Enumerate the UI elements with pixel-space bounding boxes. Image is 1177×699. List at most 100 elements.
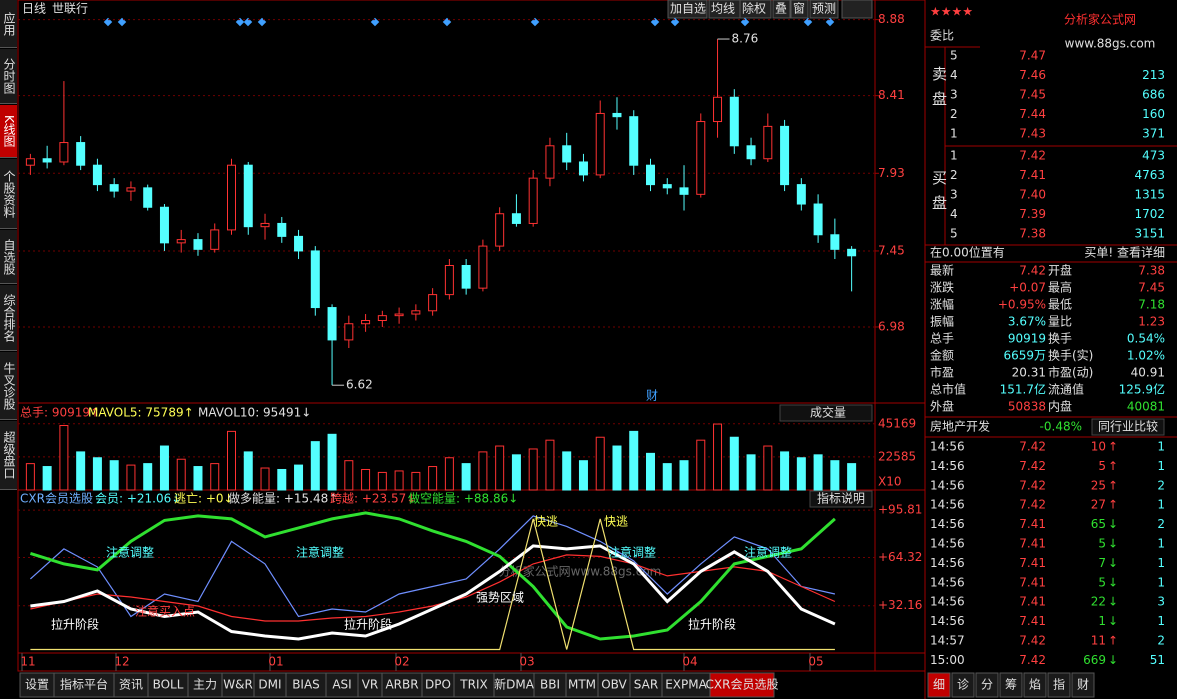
bottom-tab[interactable] (453, 672, 495, 698)
bottom-tab-label[interactable]: ARBR (385, 678, 418, 692)
side-tab[interactable]: 个股资料 (0, 159, 17, 229)
menu-button[interactable] (841, 0, 873, 19)
panel-tab-label[interactable]: 分 (981, 678, 993, 692)
volume-bar (796, 457, 806, 491)
bottom-tab[interactable] (187, 672, 223, 698)
toolbar-button-label[interactable]: 均线 (711, 2, 735, 16)
sector-change: -0.48% (1040, 420, 1082, 434)
side-tab[interactable]: 应用 (0, 0, 17, 48)
tick-time: 14:56 (930, 556, 965, 570)
bottom-tab-label[interactable]: TRIX (459, 678, 487, 692)
compare-button[interactable] (1091, 418, 1165, 436)
candle-body (159, 206, 169, 244)
bottom-tab-label[interactable]: BOLL (153, 678, 184, 692)
bottom-tab-label[interactable]: 主力 (193, 678, 217, 692)
bottom-tab[interactable] (565, 672, 599, 698)
bottom-tab[interactable] (113, 672, 149, 698)
ratio-label: 委比 (930, 29, 954, 43)
side-tab[interactable]: 牛叉诊股 (0, 352, 17, 420)
side-tab[interactable]: 综合排名 (0, 285, 17, 351)
toolbar-button[interactable] (790, 0, 809, 19)
panel-tab-label[interactable]: 财 (1077, 678, 1089, 692)
indicator-line (30, 544, 836, 641)
side-tab[interactable]: 分时图 (0, 49, 17, 104)
bottom-tab[interactable] (597, 672, 631, 698)
candle-body (780, 125, 790, 186)
bottom-tab-label[interactable]: DMI (258, 678, 281, 692)
tick-volume: 7 (1098, 556, 1106, 570)
toolbar-button-label[interactable]: 叠 (775, 2, 787, 16)
side-tab[interactable]: 自选股 (0, 230, 17, 284)
volume-bar (159, 445, 169, 491)
panel-tab-label[interactable]: 焰 (1029, 677, 1041, 692)
candle-body (679, 187, 689, 195)
volume-bar (578, 460, 588, 491)
candle-body (830, 234, 840, 250)
bottom-tab[interactable] (709, 672, 775, 698)
panel-tab-label[interactable]: 指 (1053, 677, 1065, 692)
bottom-tab[interactable] (493, 672, 535, 698)
bottom-tab-label[interactable]: ASI (332, 678, 351, 692)
signal-diamond (650, 17, 660, 27)
bottom-tab-label[interactable]: 指标平台 (60, 677, 108, 692)
bottom-tab-label[interactable]: VR (362, 678, 379, 692)
toolbar-button-label[interactable]: 除权 (742, 1, 766, 16)
help-button-label[interactable]: 指标说明 (817, 491, 865, 506)
compare-label[interactable]: 同行业比较 (1098, 419, 1158, 434)
bottom-tab-label[interactable]: CXR会员选股 (706, 678, 779, 692)
detail-link[interactable]: 买单! 查看详细 (1084, 245, 1165, 260)
toolbar-button-label[interactable]: 窗 (793, 2, 805, 16)
toolbar-button[interactable] (772, 0, 791, 19)
y-tick-label: 8.41 (878, 88, 905, 102)
side-tab[interactable]: 超级盘口 (0, 421, 17, 490)
panel-tab[interactable] (975, 672, 999, 698)
dropdown-label[interactable]: 成交量 (810, 405, 846, 420)
bottom-tab-label[interactable]: EXPMA (665, 678, 707, 692)
volume: 3151 (1134, 227, 1165, 241)
toolbar-button[interactable] (739, 0, 772, 19)
bottom-tab-label[interactable]: DPO (425, 678, 451, 692)
bottom-tab-label[interactable]: 新DMA (494, 677, 535, 692)
panel-tab[interactable] (951, 672, 975, 698)
bottom-tab-label[interactable]: W&R (223, 678, 253, 692)
bottom-tab-label[interactable]: BIAS (292, 678, 320, 692)
bottom-tab[interactable] (285, 672, 327, 698)
panel-tab-label[interactable]: 细 (933, 678, 945, 692)
volume-bar (629, 430, 639, 491)
bottom-tab[interactable] (533, 672, 567, 698)
price: 7.40 (1019, 188, 1046, 202)
stat-value: 40081 (1127, 400, 1165, 414)
panel-tab[interactable] (1023, 672, 1047, 698)
bottom-tab-label[interactable]: 资讯 (119, 678, 143, 692)
toolbar-button[interactable] (809, 0, 839, 19)
side-tab[interactable]: K线图 (0, 105, 17, 158)
dropdown[interactable] (779, 404, 873, 422)
toolbar-button-label[interactable]: 加自选 (670, 2, 706, 16)
bottom-tab[interactable] (221, 672, 255, 698)
panel-tab-label[interactable]: 筹 (1005, 678, 1017, 692)
price: 7.43 (1019, 127, 1046, 141)
bottom-tab-label[interactable]: OBV (601, 678, 627, 692)
volume-bar (461, 463, 471, 491)
panel-tab[interactable] (927, 672, 951, 698)
bottom-tab[interactable] (661, 672, 711, 698)
bottom-tab-label[interactable]: 设置 (25, 678, 49, 692)
stat-label: 开盘 (1048, 263, 1072, 278)
toolbar-button-label[interactable]: 预测 (812, 2, 836, 16)
panel-tab[interactable] (1047, 672, 1071, 698)
candle-body (562, 145, 572, 163)
bottom-tab[interactable] (253, 672, 287, 698)
help-button[interactable] (809, 490, 873, 508)
bottom-tab-label[interactable]: MTM (568, 678, 596, 692)
signal-diamond (442, 17, 452, 27)
bottom-tab-label[interactable]: SAR (634, 678, 658, 692)
panel-tab[interactable] (999, 672, 1023, 698)
panel-tab-label[interactable]: 诊 (957, 678, 969, 692)
bottom-tab-label[interactable]: BBI (540, 678, 560, 692)
volume-bar (344, 460, 354, 491)
bottom-tab[interactable] (53, 672, 115, 698)
tick-count: 1 (1157, 614, 1165, 628)
toolbar-button[interactable] (667, 0, 708, 19)
panel-tab[interactable] (1071, 672, 1095, 698)
stat-label: 换手 (1048, 332, 1072, 346)
